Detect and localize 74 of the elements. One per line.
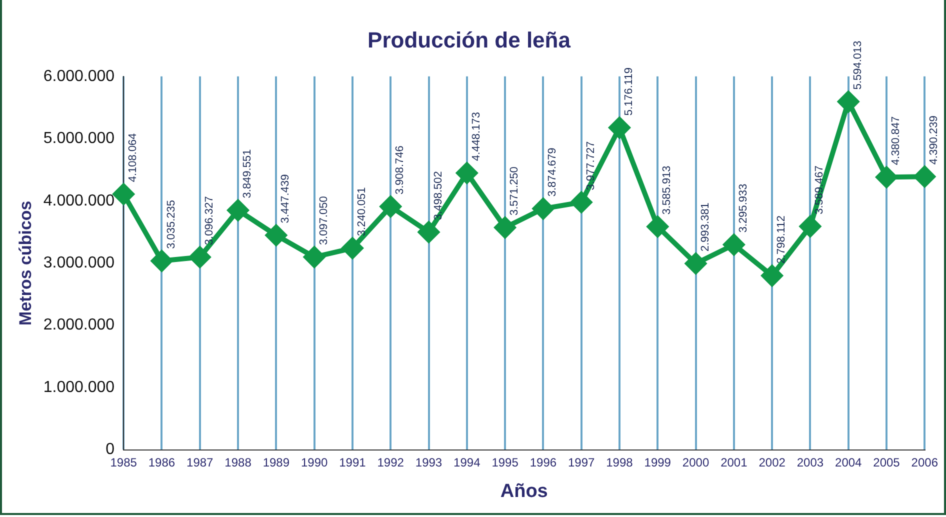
data-label: 4.108.064 — [127, 133, 140, 182]
x-tick-label: 1990 — [300, 455, 328, 470]
point — [800, 216, 821, 237]
x-tick-label: 2006 — [911, 455, 938, 470]
data-label: 2.798.112 — [776, 216, 788, 264]
x-tick-label: 2005 — [873, 455, 900, 470]
y-tick-label: 3.000.000 — [43, 254, 115, 272]
data-label: 3.571.250 — [508, 166, 521, 216]
x-tick-label: 2000 — [682, 455, 710, 470]
point — [189, 246, 210, 268]
point — [266, 224, 287, 246]
y-tick-label: 4.000.000 — [43, 192, 115, 210]
point — [380, 196, 402, 218]
data-label: 5.176.119 — [623, 68, 636, 116]
x-tick-label: 1999 — [644, 455, 672, 470]
point — [532, 198, 554, 220]
data-label: 3.589.467 — [814, 165, 826, 214]
point — [418, 222, 440, 243]
point — [456, 162, 478, 184]
x-tick-label: 2001 — [720, 455, 748, 470]
point — [304, 246, 325, 268]
x-tick-label: 1992 — [377, 455, 404, 470]
x-tick-label: 2003 — [796, 455, 824, 470]
data-label: 3.035.235 — [165, 200, 178, 249]
point — [685, 253, 706, 274]
data-label: 3.585.913 — [661, 166, 674, 215]
x-tick-label: 1986 — [148, 455, 176, 470]
point — [876, 166, 898, 188]
data-label: 3.977.727 — [584, 141, 597, 190]
x-tick-label: 1989 — [262, 455, 290, 470]
x-tick-label: 1987 — [186, 455, 214, 470]
point — [570, 192, 592, 213]
y-tick-label: 2.000.000 — [43, 316, 115, 334]
point — [647, 216, 668, 238]
y-tick-label: 5.000.000 — [43, 130, 115, 148]
x-tick-label: 1988 — [224, 455, 252, 470]
data-label: 3.295.933 — [737, 184, 750, 233]
data-label: 3.097.050 — [318, 196, 330, 246]
data-label: 3.096.327 — [203, 196, 216, 246]
point — [914, 166, 936, 188]
y-axis-title: Metros cúbicos — [16, 200, 35, 326]
data-label: 4.448.173 — [470, 112, 482, 161]
data-label: 3.908.746 — [394, 146, 406, 195]
x-tick-label: 1993 — [415, 455, 442, 470]
data-label: 3.849.551 — [242, 149, 254, 198]
point — [838, 91, 859, 112]
data-label: 4.390.239 — [928, 116, 940, 165]
point — [342, 238, 363, 259]
point — [151, 250, 172, 272]
x-tick-label: 1997 — [568, 455, 596, 470]
chart-title: Producción de leña — [368, 27, 572, 52]
point — [228, 200, 249, 221]
point — [113, 184, 134, 205]
x-tick-label: 2002 — [758, 455, 786, 470]
x-tick-label: 1995 — [492, 455, 519, 470]
x-axis-title: Años — [500, 480, 548, 502]
data-label: 3.874.679 — [546, 148, 559, 197]
x-tick-label: 1994 — [454, 455, 481, 470]
y-tick-label: 1.000.000 — [43, 378, 115, 396]
point — [608, 117, 630, 138]
data-label: 3.498.502 — [432, 171, 444, 220]
point — [494, 217, 516, 238]
data-label: 5.594.013 — [852, 40, 864, 90]
data-label: 4.380.847 — [890, 116, 902, 166]
point — [762, 265, 783, 286]
data-label: 3.447.439 — [280, 174, 292, 224]
x-tick-label: 2004 — [835, 455, 862, 470]
x-tick-label: 1998 — [606, 455, 634, 470]
data-label: 3.240.051 — [356, 187, 368, 236]
y-tick-label: 6.000.000 — [43, 68, 115, 85]
x-tick-label: 1991 — [339, 455, 366, 470]
point — [723, 234, 744, 256]
x-tick-label: 1996 — [530, 455, 557, 470]
data-label: 2.993.381 — [699, 202, 712, 252]
